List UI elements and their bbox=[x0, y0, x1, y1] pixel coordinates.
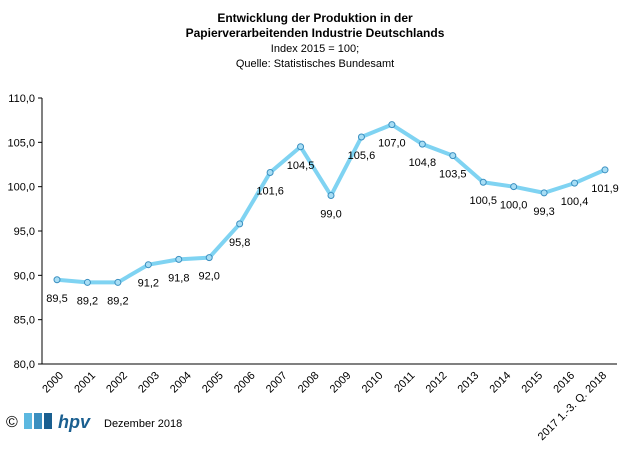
x-tick-label: 2012 bbox=[424, 370, 450, 396]
data-label: 104,5 bbox=[287, 160, 315, 172]
x-tick-label: 2003 bbox=[136, 370, 162, 396]
x-tick-label: 2009 bbox=[328, 370, 354, 396]
x-tick-label: 2011 bbox=[392, 370, 417, 395]
x-tick-label: 2006 bbox=[232, 370, 258, 396]
marker bbox=[479, 178, 487, 186]
marker bbox=[297, 143, 305, 151]
data-label: 89,2 bbox=[107, 295, 128, 307]
marker bbox=[236, 220, 244, 228]
data-label: 92,0 bbox=[199, 271, 220, 283]
marker bbox=[449, 152, 457, 160]
data-label: 99,0 bbox=[320, 209, 341, 221]
data-label: 103,5 bbox=[439, 169, 467, 181]
data-label: 100,0 bbox=[500, 200, 528, 212]
chart-title: Papierverarbeitenden Industrie Deutschla… bbox=[186, 26, 445, 40]
copyright: © bbox=[6, 414, 18, 431]
marker bbox=[83, 278, 91, 286]
x-tick-label: 2015 bbox=[519, 370, 545, 396]
marker bbox=[388, 121, 396, 129]
logo-icon bbox=[24, 413, 52, 429]
y-tick-label: 105,0 bbox=[7, 137, 35, 149]
y-tick-label: 100,0 bbox=[7, 182, 35, 194]
y-tick-label: 85,0 bbox=[14, 315, 35, 327]
marker bbox=[53, 276, 61, 284]
x-tick-label: 2010 bbox=[360, 370, 386, 396]
x-tick-label: 2000 bbox=[40, 370, 66, 396]
data-label: 95,8 bbox=[229, 237, 250, 249]
data-label: 99,3 bbox=[533, 206, 554, 218]
data-label: 101,6 bbox=[256, 185, 284, 197]
marker bbox=[357, 133, 365, 141]
data-label: 100,4 bbox=[561, 196, 589, 208]
marker bbox=[114, 278, 122, 286]
marker bbox=[571, 179, 579, 187]
marker bbox=[418, 140, 426, 148]
x-tick-label: 2001 bbox=[72, 370, 98, 396]
marker bbox=[266, 168, 274, 176]
data-label: 105,6 bbox=[348, 150, 376, 162]
data-label: 89,5 bbox=[46, 293, 67, 305]
x-tick-label: 2007 bbox=[264, 370, 290, 396]
x-tick-label: 2013 bbox=[456, 370, 482, 396]
marker bbox=[175, 255, 183, 263]
data-label: 107,0 bbox=[378, 138, 406, 150]
marker bbox=[205, 254, 213, 262]
marker bbox=[144, 261, 152, 269]
x-tick-label: 2002 bbox=[104, 370, 130, 396]
x-tick-label: 2008 bbox=[296, 370, 322, 396]
chart-subtitle: Index 2015 = 100; bbox=[271, 43, 359, 55]
x-tick-label: 2004 bbox=[168, 370, 194, 396]
data-label: 91,8 bbox=[168, 272, 189, 284]
data-label: 101,9 bbox=[591, 183, 619, 195]
footer-date: Dezember 2018 bbox=[104, 418, 182, 430]
marker bbox=[327, 192, 335, 200]
marker bbox=[510, 183, 518, 191]
marker bbox=[540, 189, 548, 197]
y-tick-label: 95,0 bbox=[14, 226, 35, 238]
y-tick-label: 90,0 bbox=[14, 270, 35, 282]
chart-source: Quelle: Statistisches Bundesamt bbox=[236, 58, 394, 70]
x-tick-label: 2005 bbox=[200, 370, 226, 396]
y-tick-label: 80,0 bbox=[14, 359, 35, 371]
logo-text: hpv bbox=[58, 412, 91, 432]
x-tick-label: 2014 bbox=[488, 370, 514, 396]
data-label: 91,2 bbox=[138, 278, 159, 290]
marker bbox=[601, 166, 609, 174]
x-tick-label: 2016 bbox=[551, 370, 577, 396]
data-label: 100,5 bbox=[469, 195, 497, 207]
data-label: 104,8 bbox=[409, 157, 437, 169]
y-tick-label: 110,0 bbox=[8, 93, 35, 105]
chart-title: Entwicklung der Produktion in der bbox=[217, 11, 413, 25]
data-label: 89,2 bbox=[77, 295, 98, 307]
